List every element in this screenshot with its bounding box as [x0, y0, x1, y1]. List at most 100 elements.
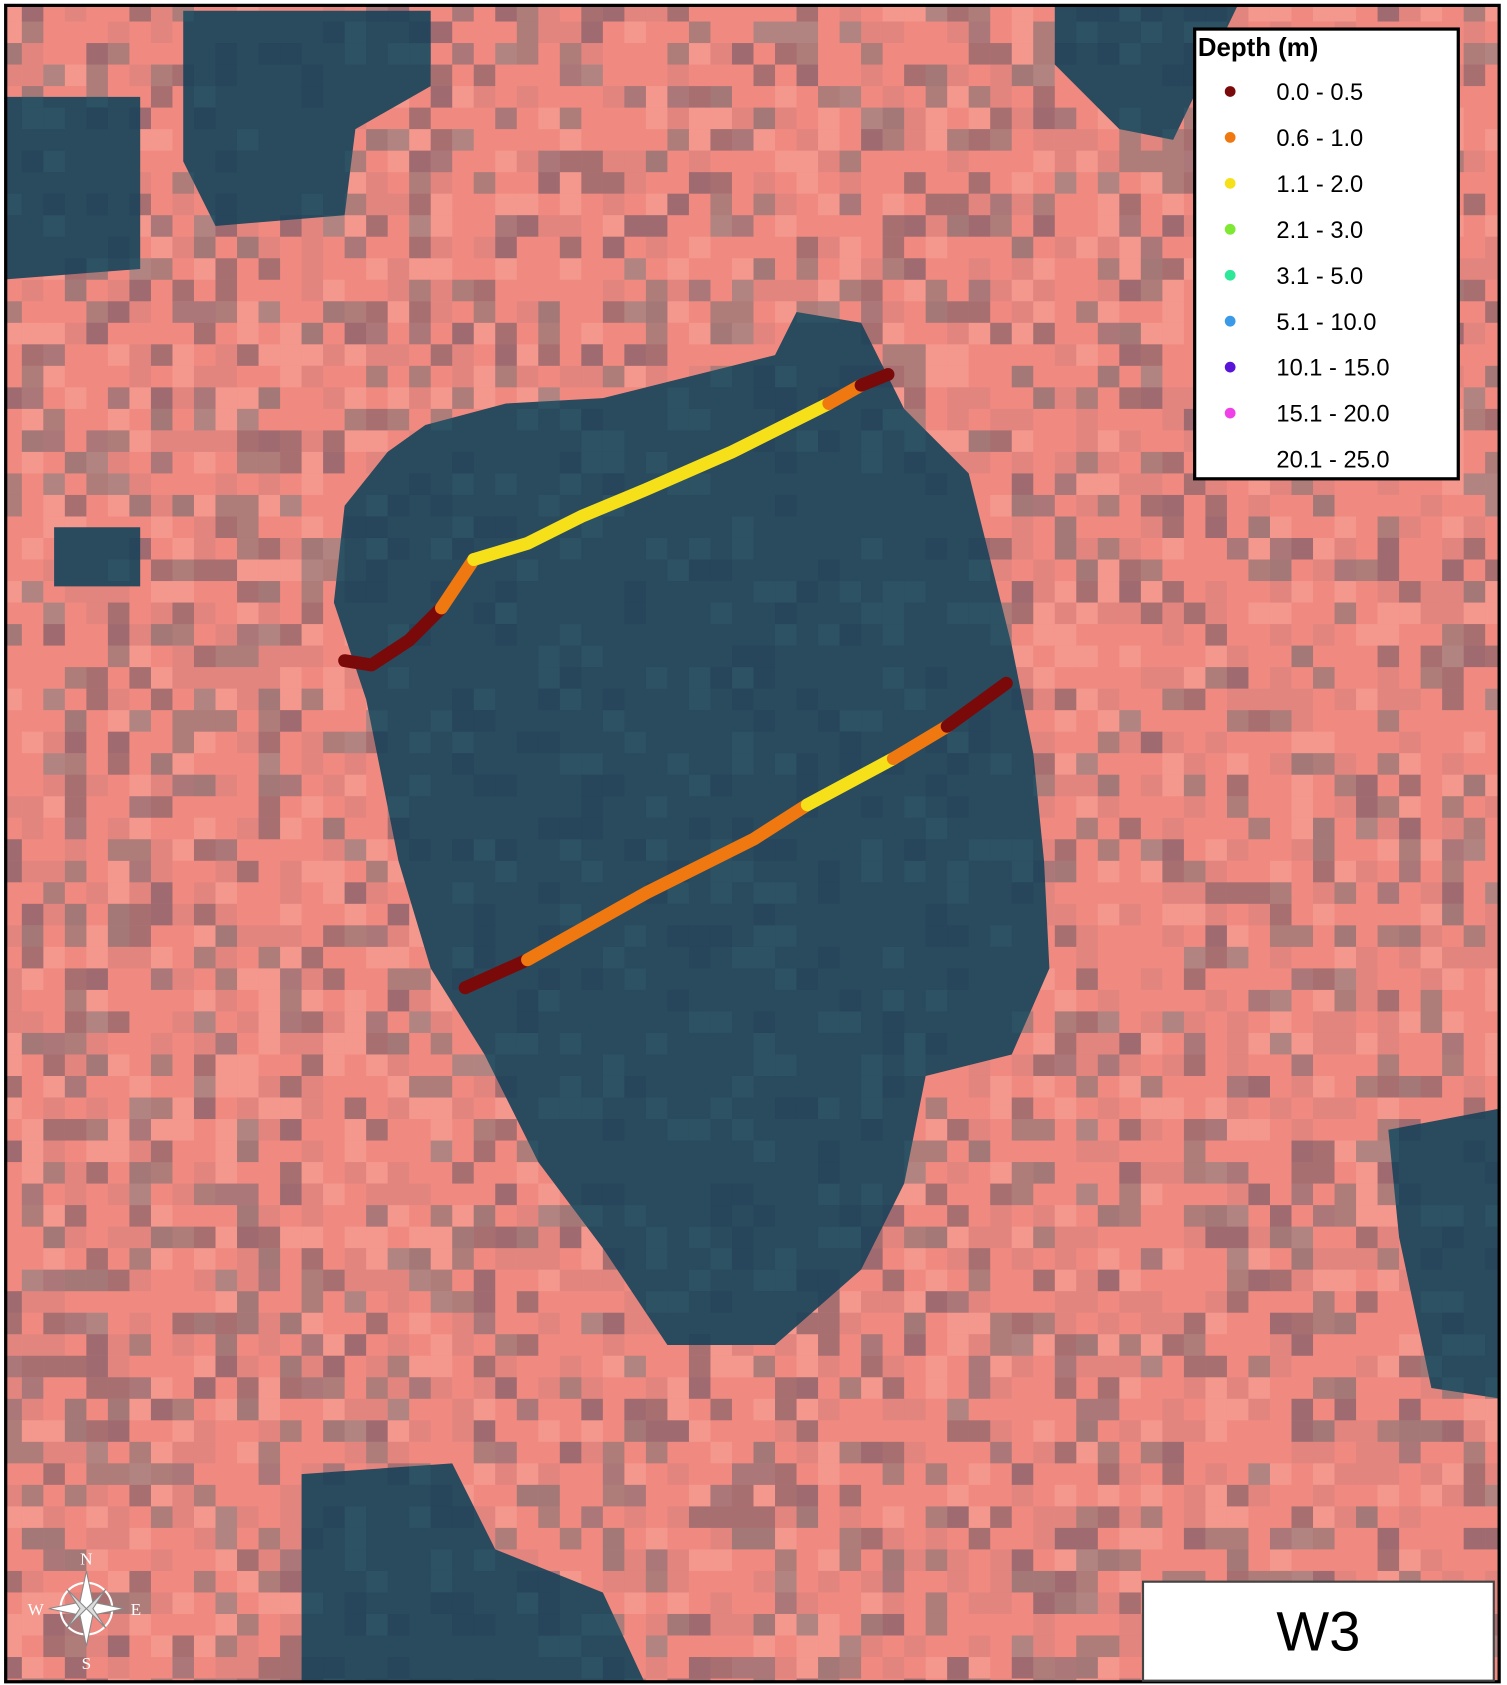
pixel	[925, 1291, 948, 1313]
pixel	[516, 1226, 539, 1249]
pixel	[129, 1269, 151, 1292]
pixel	[1183, 1506, 1206, 1528]
pixel	[1226, 1248, 1249, 1270]
pixel	[64, 731, 87, 754]
pixel	[1119, 817, 1141, 840]
pixel	[387, 925, 410, 947]
pixel	[775, 1269, 797, 1292]
pixel	[602, 451, 625, 474]
pixel	[452, 946, 474, 969]
pixel	[258, 258, 281, 280]
pixel	[43, 64, 65, 87]
pixel	[645, 1226, 668, 1249]
pixel	[1140, 344, 1163, 366]
pixel	[323, 882, 345, 904]
pixel	[1140, 1355, 1163, 1378]
pixel	[172, 64, 194, 87]
pixel	[1269, 1269, 1292, 1292]
pixel	[5, 624, 22, 646]
pixel	[538, 1183, 560, 1206]
pixel	[581, 430, 603, 452]
pixel	[280, 1075, 302, 1098]
pixel	[280, 1183, 302, 1206]
pixel	[1097, 451, 1120, 474]
pixel	[1162, 150, 1184, 173]
pixel	[280, 494, 302, 517]
pixel	[215, 301, 238, 323]
pixel	[818, 1334, 840, 1356]
pixel	[473, 1312, 496, 1335]
pixel	[925, 1140, 948, 1163]
pixel	[688, 21, 711, 44]
pixel	[904, 344, 926, 366]
pixel	[366, 946, 388, 969]
pixel	[710, 322, 732, 345]
pixel	[861, 1635, 883, 1658]
pixel	[430, 1097, 453, 1120]
pixel	[688, 946, 711, 969]
pixel	[925, 279, 948, 302]
pixel	[925, 344, 948, 366]
pixel	[301, 86, 324, 108]
pixel	[1097, 1377, 1120, 1399]
pixel	[323, 1183, 345, 1206]
pixel	[409, 1226, 431, 1249]
pixel	[1485, 408, 1500, 431]
pixel	[1399, 860, 1421, 883]
pixel	[1162, 1463, 1184, 1485]
pixel	[323, 279, 345, 302]
pixel	[21, 1269, 44, 1292]
pixel	[1399, 839, 1421, 861]
pixel	[1162, 860, 1184, 883]
pixel	[1248, 537, 1270, 560]
pixel	[129, 1162, 151, 1184]
pixel	[1076, 1269, 1098, 1292]
pixel	[1334, 1205, 1357, 1227]
pixel	[280, 817, 302, 840]
pixel	[215, 839, 238, 861]
pixel	[818, 559, 840, 582]
pixel	[861, 860, 883, 883]
pixel	[1054, 129, 1077, 151]
pixel	[1140, 1355, 1163, 1378]
pixel	[1097, 172, 1120, 194]
pixel	[129, 1075, 151, 1098]
pixel	[990, 86, 1012, 108]
pixel	[172, 1011, 194, 1033]
pixel	[129, 1463, 151, 1485]
pixel	[193, 1183, 216, 1206]
pixel	[1291, 1226, 1314, 1249]
pixel	[193, 989, 216, 1012]
pixel	[301, 1527, 324, 1550]
pixel	[366, 1011, 388, 1033]
pixel	[172, 731, 194, 754]
pixel	[452, 688, 474, 711]
pixel	[882, 624, 905, 646]
pixel	[1097, 1269, 1120, 1292]
pixel	[1248, 1226, 1270, 1249]
pixel	[215, 667, 238, 689]
pixel	[323, 1269, 345, 1292]
pixel	[947, 1248, 969, 1270]
legend-label: 1.1 - 2.0	[1276, 172, 1363, 198]
pixel	[1291, 817, 1314, 840]
pixel	[1140, 172, 1163, 194]
pixel	[1162, 537, 1184, 560]
pixel	[775, 1506, 797, 1528]
pixel	[731, 43, 754, 65]
pixel	[107, 946, 130, 969]
pixel	[1162, 882, 1184, 904]
pixel	[516, 1291, 539, 1313]
pixel	[1291, 1248, 1314, 1270]
pixel	[1334, 602, 1357, 625]
pixel	[1140, 1097, 1163, 1120]
pixel	[1076, 1075, 1098, 1098]
pixel	[1097, 1032, 1120, 1055]
pixel	[21, 344, 44, 366]
pixel	[645, 193, 668, 216]
pixel	[21, 1377, 44, 1399]
pixel	[667, 1463, 689, 1485]
pixel	[1097, 279, 1120, 302]
pixel	[710, 43, 732, 65]
pixel	[323, 1398, 345, 1421]
